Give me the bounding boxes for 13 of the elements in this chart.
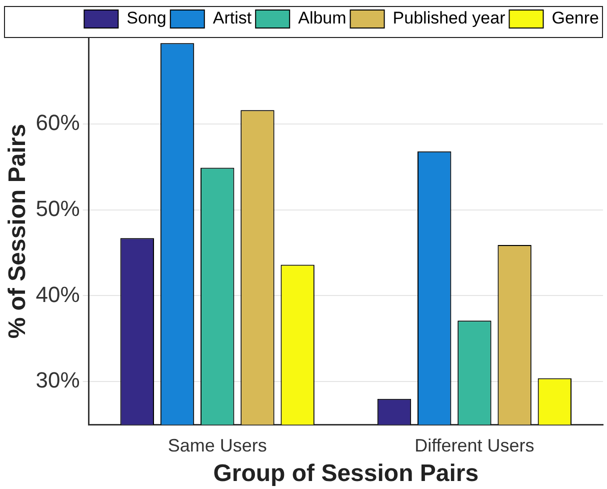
x-tick-label: Different Users xyxy=(414,435,534,456)
y-tick-label: 60% xyxy=(36,110,80,135)
legend-label: Album xyxy=(298,8,346,28)
x-tick-label: Same Users xyxy=(168,435,267,456)
y-axis-title: % of Session Pairs xyxy=(4,124,32,339)
legend-label: Song xyxy=(126,8,166,28)
y-tick-label: 30% xyxy=(36,368,80,393)
legend-label: Genre xyxy=(552,8,599,28)
legend-label: Artist xyxy=(212,8,252,28)
y-tick-label: 50% xyxy=(36,196,80,221)
y-tick-label: 40% xyxy=(36,282,80,307)
x-axis-title: Group of Session Pairs xyxy=(213,460,479,488)
legend-label: Published year xyxy=(392,8,506,28)
